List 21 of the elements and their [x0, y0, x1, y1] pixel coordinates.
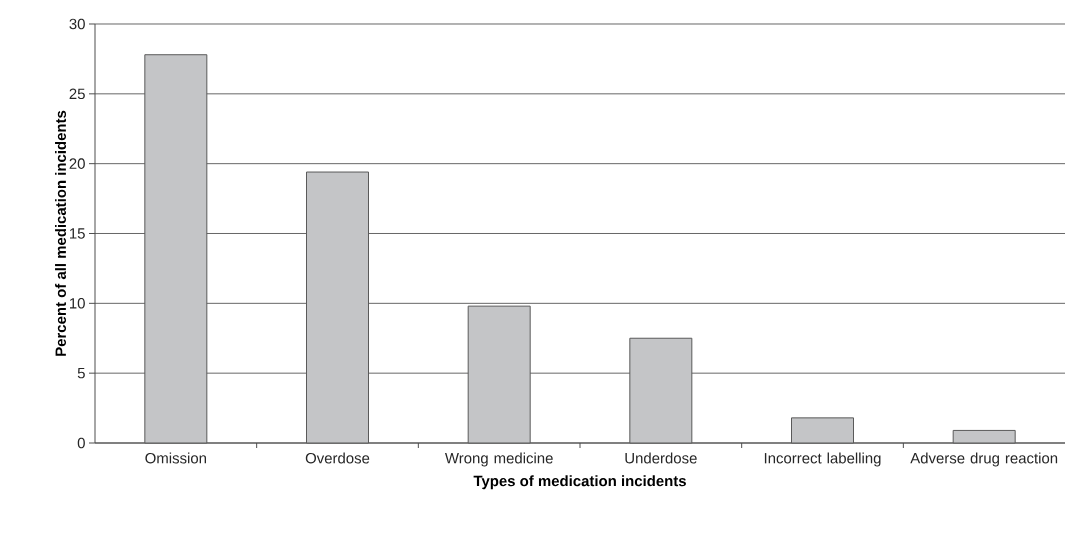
y-tick-label: 30: [69, 18, 85, 30]
x-tick-label: Underdose: [625, 452, 697, 464]
bar: [144, 54, 208, 444]
y-tick-label: 0: [77, 437, 85, 449]
bar: [629, 337, 693, 444]
x-tick-label: Incorrect labelling: [764, 452, 881, 467]
y-tick-label: 20: [69, 158, 85, 169]
bar: [467, 305, 531, 444]
x-tick-label: Overdose: [305, 452, 370, 464]
y-tick-label: 25: [69, 88, 85, 100]
y-tick-label: 15: [70, 228, 85, 239]
bar: [952, 429, 1016, 444]
y-axis-title: Percent of all medication incidents: [55, 110, 67, 356]
bar: [791, 417, 855, 444]
bar: [306, 171, 369, 444]
x-tick-label: Wrong medicine: [444, 452, 553, 467]
x-axis-title: Types of medication incidents: [473, 475, 686, 490]
y-tick-label: 10: [70, 298, 85, 309]
y-tick-label: 5: [77, 367, 85, 379]
x-tick-label: Adverse drug reaction: [910, 452, 1058, 467]
x-tick-label: Omission: [145, 452, 206, 464]
